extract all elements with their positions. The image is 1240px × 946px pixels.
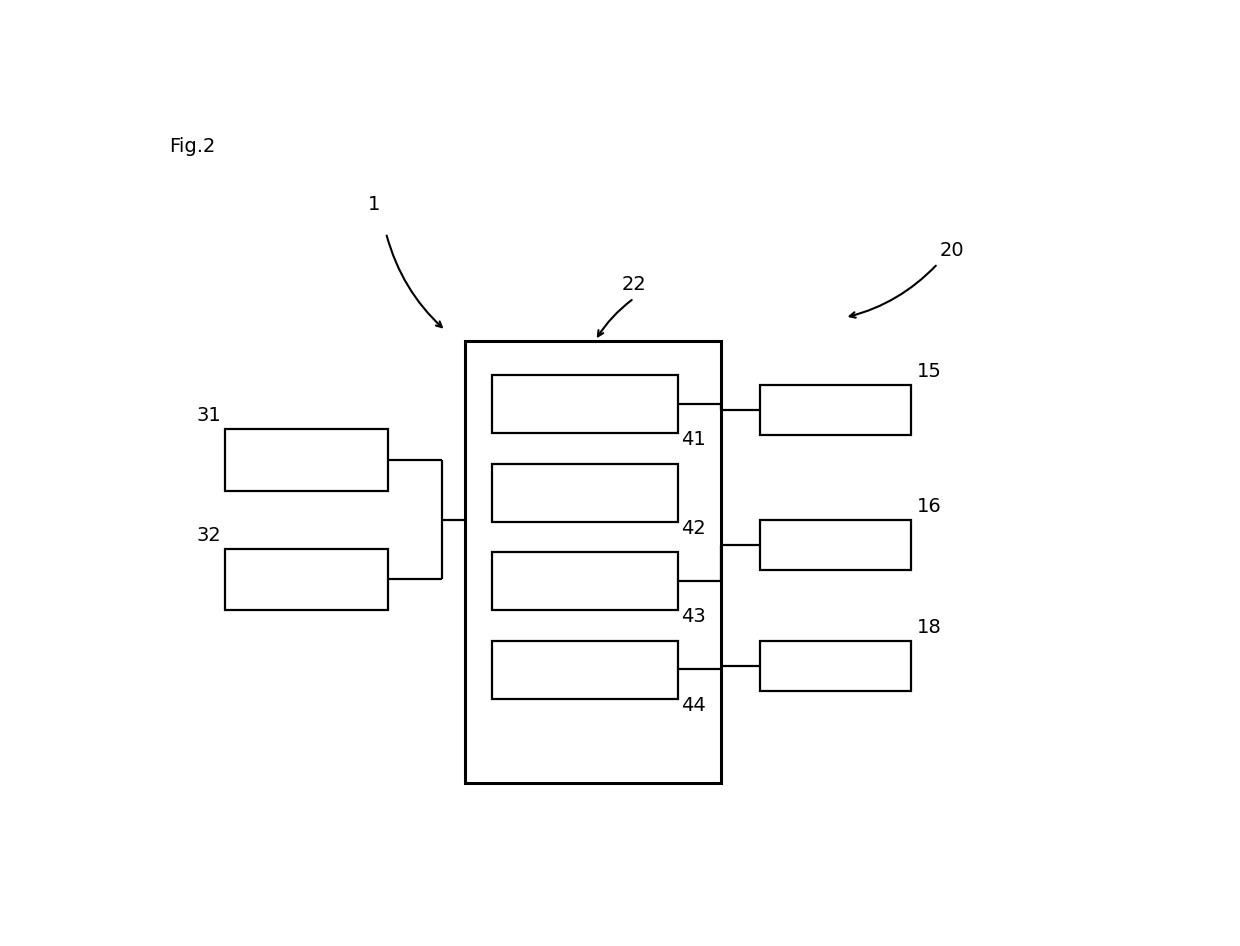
Text: 22: 22 <box>621 275 646 294</box>
Text: 16: 16 <box>916 498 941 517</box>
Text: 15: 15 <box>916 362 941 381</box>
Text: Fig.2: Fig.2 <box>169 136 216 156</box>
Bar <box>492 641 678 699</box>
Text: 20: 20 <box>940 241 963 260</box>
Text: 44: 44 <box>681 695 706 714</box>
Bar <box>759 641 910 691</box>
Text: 18: 18 <box>916 618 941 637</box>
Bar <box>224 429 387 491</box>
Bar <box>759 385 910 435</box>
Text: 32: 32 <box>196 526 221 545</box>
Bar <box>224 549 387 610</box>
Bar <box>492 464 678 521</box>
Text: 43: 43 <box>681 607 706 626</box>
Text: 1: 1 <box>368 195 381 214</box>
Bar <box>492 376 678 433</box>
Bar <box>492 552 678 610</box>
Bar <box>465 341 720 783</box>
Bar <box>759 520 910 570</box>
Text: 42: 42 <box>681 518 706 537</box>
Text: 31: 31 <box>196 407 221 426</box>
Text: 41: 41 <box>681 430 706 449</box>
